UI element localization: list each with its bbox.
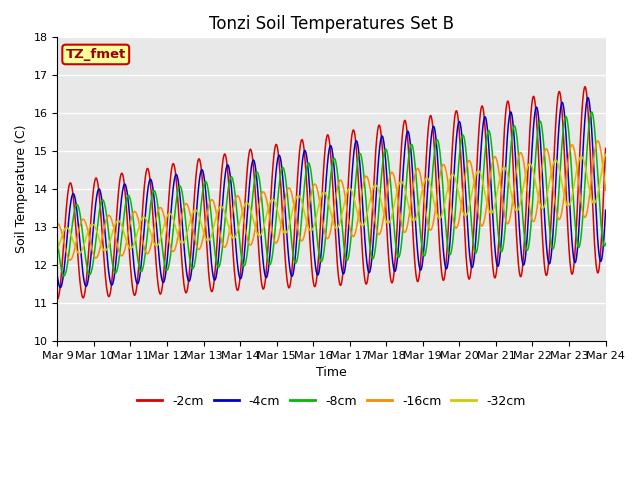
-2cm xyxy=(148,206,156,212)
-8cm xyxy=(591,133,599,139)
-8cm xyxy=(116,248,124,254)
-8cm xyxy=(148,191,156,196)
-16cm xyxy=(116,252,124,257)
-32cm xyxy=(76,251,83,256)
Title: Tonzi Soil Temperatures Set B: Tonzi Soil Temperatures Set B xyxy=(209,15,454,33)
-16cm xyxy=(264,203,271,209)
-8cm xyxy=(264,256,271,262)
-8cm xyxy=(588,109,595,115)
X-axis label: Time: Time xyxy=(316,366,347,379)
-2cm xyxy=(581,84,589,90)
Line: -2cm: -2cm xyxy=(58,87,605,299)
-16cm xyxy=(602,187,609,193)
-2cm xyxy=(116,177,124,182)
-8cm xyxy=(54,238,61,244)
-8cm xyxy=(60,273,68,279)
-32cm xyxy=(54,247,61,253)
-16cm xyxy=(594,138,602,144)
-16cm xyxy=(288,190,296,196)
-16cm xyxy=(67,257,74,263)
-32cm xyxy=(602,152,609,157)
-4cm xyxy=(54,274,61,279)
-16cm xyxy=(54,220,61,226)
Text: TZ_fmet: TZ_fmet xyxy=(66,48,126,61)
-8cm xyxy=(288,239,296,244)
Line: -16cm: -16cm xyxy=(58,141,605,260)
-2cm xyxy=(591,248,599,253)
-2cm xyxy=(287,273,295,279)
-4cm xyxy=(148,183,156,189)
-32cm xyxy=(532,182,540,188)
-16cm xyxy=(148,235,156,240)
-2cm xyxy=(602,145,609,151)
-4cm xyxy=(288,273,296,279)
-32cm xyxy=(264,207,271,213)
-4cm xyxy=(264,270,271,276)
-4cm xyxy=(56,285,64,290)
-4cm xyxy=(532,105,540,111)
Line: -8cm: -8cm xyxy=(58,112,605,276)
-32cm xyxy=(591,200,599,205)
Line: -32cm: -32cm xyxy=(58,155,605,253)
-8cm xyxy=(602,240,609,246)
-2cm xyxy=(54,296,61,302)
-2cm xyxy=(264,250,271,256)
-4cm xyxy=(591,192,599,198)
Line: -4cm: -4cm xyxy=(58,97,605,288)
-4cm xyxy=(584,95,592,100)
Y-axis label: Soil Temperature (C): Soil Temperature (C) xyxy=(15,125,28,253)
-8cm xyxy=(532,149,540,155)
-4cm xyxy=(116,210,124,216)
Legend: -2cm, -4cm, -8cm, -16cm, -32cm: -2cm, -4cm, -8cm, -16cm, -32cm xyxy=(132,390,531,412)
-32cm xyxy=(116,219,124,225)
-16cm xyxy=(591,147,599,153)
-4cm xyxy=(602,207,609,213)
-32cm xyxy=(288,212,296,218)
-2cm xyxy=(532,106,540,112)
-16cm xyxy=(532,212,540,218)
-32cm xyxy=(148,237,156,243)
